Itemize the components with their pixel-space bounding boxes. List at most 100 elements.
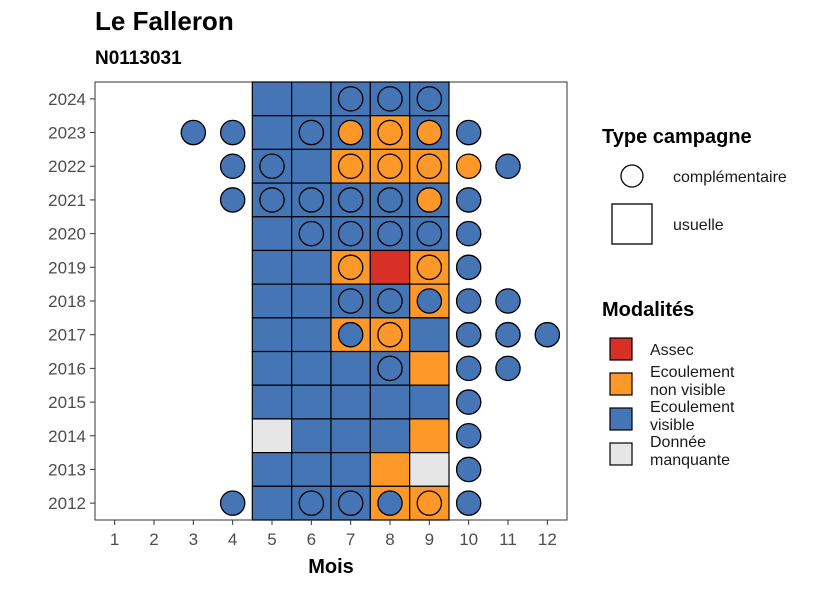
legend-type-campagne: Type campagne complémentaire usuelle [602, 126, 787, 245]
legend-label-line: manquante [650, 452, 730, 469]
y-tick-label-2023: 2023 [48, 124, 86, 143]
point-2023-10 [455, 119, 482, 146]
point-2023-6 [298, 119, 325, 146]
tile-2013-7 [330, 452, 371, 487]
legend-label-line: visible [650, 417, 695, 434]
tile-2016-9 [409, 350, 450, 386]
legend-label-usuelle: usuelle [673, 217, 724, 234]
tile-2019-5 [251, 249, 293, 285]
legend-swatch-1 [609, 372, 633, 396]
point-2012-6 [298, 490, 325, 516]
legend-modalites-title: Modalités [602, 299, 694, 321]
legend-label-line: Ecoulement [650, 364, 735, 381]
y-tick-label-2018: 2018 [48, 292, 86, 311]
y-tick-label-2016: 2016 [48, 359, 86, 378]
point-2022-8 [377, 153, 403, 180]
y-tick-label-2012: 2012 [48, 494, 86, 513]
x-axis-title: Mois [308, 556, 354, 578]
legend-label-0: Assec [650, 342, 694, 359]
chart-subtitle: N0113031 [95, 48, 182, 69]
x-tick-label-7: 7 [346, 530, 355, 549]
y-tick-label-2014: 2014 [48, 427, 86, 446]
point-2021-4 [219, 187, 246, 213]
x-tick-label-11: 11 [499, 530, 517, 549]
point-2021-8 [377, 187, 403, 213]
point-2017-8 [377, 321, 403, 348]
legend-label-line: non visible [650, 382, 726, 399]
point-2022-10 [455, 153, 482, 180]
y-axis: 2012 2013 2014 2015 2016 2017 2018 2019 2020 2021… [48, 90, 95, 513]
tile-2023-5 [251, 115, 293, 150]
point-2021-5 [259, 187, 285, 213]
y-tick-label-2021: 2021 [48, 191, 86, 210]
legend-label-complementaire: complémentaire [673, 169, 787, 186]
point-2024-7 [337, 86, 364, 112]
legend-swatch-3 [609, 442, 633, 466]
legend-label-2: Ecoulement visible [650, 399, 735, 434]
tile-2024-5 [251, 81, 293, 117]
legend-label-3: Donnée manquante [650, 434, 730, 469]
point-2012-8 [377, 490, 403, 516]
point-2018-9 [416, 288, 443, 314]
point-2016-11 [495, 355, 521, 382]
x-tick-label-4: 4 [228, 530, 237, 549]
point-2022-4 [219, 153, 246, 180]
tile-2014-5 [251, 418, 293, 454]
x-tick-label-6: 6 [307, 530, 316, 549]
point-2022-5 [259, 153, 285, 180]
legend-type-title: Type campagne [602, 126, 752, 148]
point-2012-9 [416, 490, 443, 516]
legend-square-swatch [611, 203, 653, 245]
tile-2016-5 [251, 350, 293, 386]
point-2018-8 [377, 288, 403, 314]
point-2023-3 [180, 119, 207, 146]
point-2012-10 [455, 490, 482, 516]
tile-2015-8 [369, 384, 411, 420]
tile-2015-7 [330, 384, 371, 420]
point-2013-10 [455, 456, 482, 483]
x-tick-label-12: 12 [538, 530, 557, 549]
x-tick-label-3: 3 [189, 530, 198, 549]
point-2017-10 [455, 321, 482, 348]
y-tick-label-2020: 2020 [48, 225, 86, 244]
tile-2013-8 [369, 452, 411, 487]
y-tick-label-2013: 2013 [48, 460, 86, 479]
chart-title: Le Falleron [95, 6, 234, 36]
point-2019-10 [455, 254, 482, 281]
point-2019-7 [337, 254, 364, 281]
tile-2016-7 [330, 350, 371, 386]
tile-2013-6 [291, 452, 332, 487]
tile-2014-9 [409, 418, 450, 454]
y-tick-label-2019: 2019 [48, 258, 86, 277]
tile-2017-5 [251, 317, 293, 353]
point-2016-10 [455, 355, 482, 382]
legend-circle-swatch [620, 164, 644, 188]
point-2022-11 [495, 153, 521, 180]
tile-2022-6 [291, 148, 332, 184]
point-2023-4 [219, 119, 246, 146]
point-2017-12 [534, 321, 561, 348]
point-2012-4 [219, 490, 246, 516]
tile-2016-6 [291, 350, 332, 386]
tile-2018-6 [291, 283, 332, 319]
tile-2014-8 [369, 418, 411, 454]
y-tick-label-2015: 2015 [48, 393, 86, 412]
point-2014-10 [455, 422, 482, 449]
tile-2020-5 [251, 216, 293, 252]
point-2020-10 [455, 220, 482, 247]
point-2021-7 [337, 187, 364, 213]
point-2023-9 [416, 119, 443, 146]
legend-label-1: Ecoulement non visible [650, 364, 735, 399]
tile-2013-9 [409, 452, 450, 487]
point-2023-8 [377, 119, 403, 146]
complementaire-points [180, 86, 561, 516]
point-2022-9 [416, 153, 443, 180]
point-2024-9 [416, 86, 443, 112]
point-2020-8 [377, 220, 403, 247]
tile-2015-9 [409, 384, 450, 420]
x-axis: 1 2 3 4 5 6 7 8 9 10 11 12 [110, 520, 557, 549]
x-tick-label-10: 10 [459, 530, 478, 549]
tile-2015-6 [291, 384, 332, 420]
tile-2014-6 [291, 418, 332, 454]
y-tick-label-2017: 2017 [48, 326, 86, 345]
